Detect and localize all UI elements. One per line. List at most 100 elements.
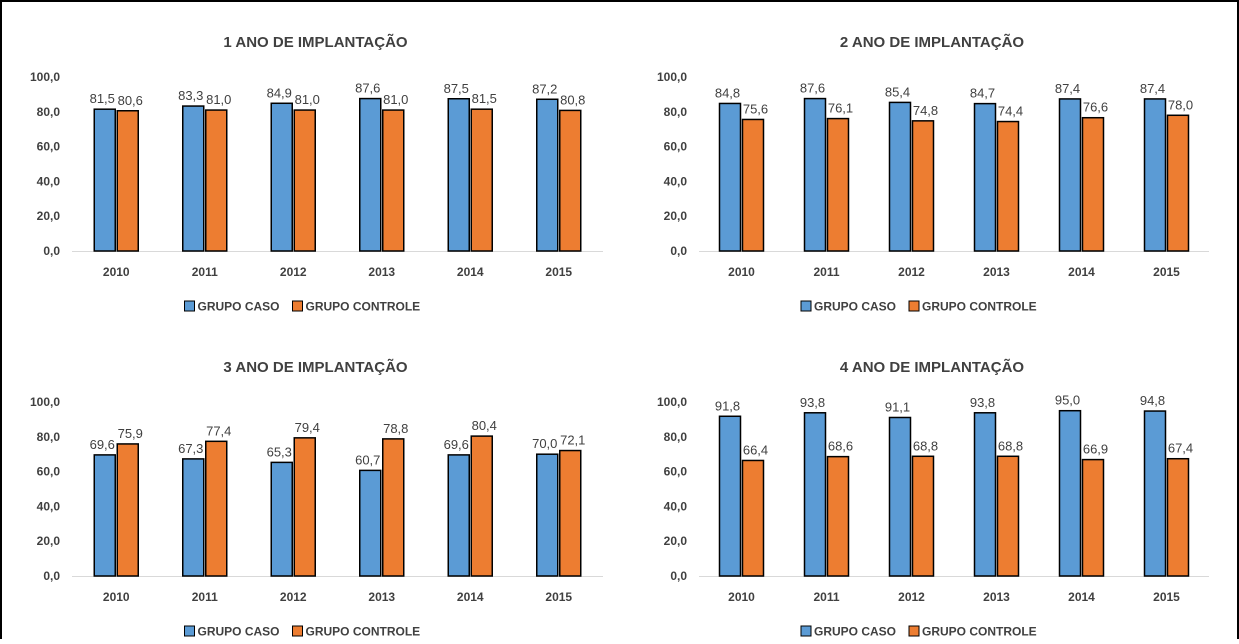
chart-3-data-label: 78,8 bbox=[383, 421, 408, 436]
chart-3-bar-controle bbox=[382, 438, 405, 577]
chart-4-ytick: 20,0 bbox=[664, 534, 688, 548]
chart-2-data-label: 87,6 bbox=[800, 81, 825, 96]
chart-1-xtick: 2014 bbox=[457, 265, 484, 279]
chart-3-data-label: 77,4 bbox=[206, 423, 231, 438]
chart-3-bar-controle bbox=[293, 437, 316, 577]
chart-4-legend-swatch bbox=[800, 625, 812, 637]
chart-3-ytick: 0,0 bbox=[43, 569, 60, 583]
chart-2-data-label: 85,4 bbox=[885, 84, 910, 99]
chart-2-bar-controle bbox=[996, 120, 1020, 252]
chart-2-xtick: 2014 bbox=[1068, 265, 1095, 279]
chart-4-bar-controle bbox=[911, 455, 935, 577]
chart-3-ytick: 20,0 bbox=[37, 534, 61, 548]
chart-3-data-label: 69,6 bbox=[444, 437, 469, 452]
chart-3-bar-controle bbox=[205, 440, 228, 577]
chart-4-xtick: 2014 bbox=[1068, 590, 1095, 604]
chart-3-bar-controle bbox=[116, 443, 139, 577]
chart-3-xtick: 2014 bbox=[457, 590, 484, 604]
chart-2-bar-controle bbox=[1081, 116, 1105, 252]
chart-3-xtick: 2013 bbox=[368, 590, 395, 604]
chart-2-bar-caso bbox=[973, 102, 997, 252]
chart-4-bar-caso bbox=[1143, 410, 1167, 577]
chart-4-xtick: 2011 bbox=[813, 590, 839, 604]
chart-3-ytick: 60,0 bbox=[37, 465, 61, 479]
chart-1-data-label: 87,6 bbox=[355, 81, 380, 96]
chart-2-xtick: 2013 bbox=[983, 265, 1010, 279]
chart-4-xtick: 2015 bbox=[1153, 590, 1180, 604]
chart-4-data-label: 68,8 bbox=[998, 438, 1023, 453]
chart-1-bar-caso bbox=[182, 105, 205, 252]
chart-3-xtick: 2012 bbox=[280, 590, 307, 604]
chart-1-ytick: 20,0 bbox=[37, 209, 61, 223]
chart-2-data-label: 75,6 bbox=[743, 101, 768, 116]
chart-3-legend-swatch bbox=[184, 625, 195, 637]
chart-3-data-label: 65,3 bbox=[267, 444, 292, 459]
chart-2-ytick: 20,0 bbox=[664, 209, 688, 223]
chart-1-bar-controle bbox=[116, 110, 139, 252]
chart-3-bar-controle bbox=[470, 435, 493, 577]
chart-1: 1 ANO DE IMPLANTAÇÃO 0,0 20,0 40,0 60,0 80,0 1… bbox=[30, 33, 603, 314]
chart-4-data-label: 66,4 bbox=[743, 442, 768, 457]
chart-2: 2 ANO DE IMPLANTAÇÃO 0,0 20,0 40,0 60,0 80,0 1… bbox=[657, 33, 1209, 314]
chart-2-bar-caso bbox=[803, 97, 827, 252]
chart-1-data-label: 81,5 bbox=[90, 91, 115, 106]
chart-4-ytick: 80,0 bbox=[664, 430, 688, 444]
chart-3-xtick: 2011 bbox=[192, 590, 218, 604]
chart-4-bar-caso bbox=[1058, 409, 1082, 577]
chart-2-xtick: 2015 bbox=[1153, 265, 1180, 279]
chart-1-data-label: 81,5 bbox=[472, 91, 497, 106]
chart-1-title: 1 ANO DE IMPLANTAÇÃO bbox=[223, 33, 408, 51]
chart-4-xtick: 2012 bbox=[898, 590, 925, 604]
chart-4-bar-caso bbox=[888, 416, 912, 577]
chart-4-bar-caso bbox=[718, 415, 742, 577]
chart-2-ytick: 60,0 bbox=[664, 140, 688, 154]
chart-4-legend-label: GRUPO CASO bbox=[814, 625, 896, 639]
chart-1-bar-caso bbox=[359, 97, 382, 252]
chart-1-xtick: 2010 bbox=[103, 265, 130, 279]
chart-3-ytick: 40,0 bbox=[37, 499, 61, 513]
chart-3-title: 3 ANO DE IMPLANTAÇÃO bbox=[223, 358, 408, 376]
chart-1-legend-swatch bbox=[184, 300, 195, 312]
chart-3-legend-label: GRUPO CASO bbox=[198, 625, 280, 639]
chart-4-data-label: 66,9 bbox=[1083, 442, 1108, 457]
chart-4-bar-controle bbox=[741, 459, 765, 577]
chart-1-xtick: 2013 bbox=[368, 265, 395, 279]
chart-1-data-label: 83,3 bbox=[178, 88, 203, 103]
chart-3-bar-caso bbox=[536, 453, 559, 577]
chart-3-data-label: 67,3 bbox=[178, 441, 203, 456]
chart-2-bar-controle bbox=[826, 117, 850, 252]
chart-1-xtick: 2015 bbox=[545, 265, 572, 279]
chart-3-ytick: 80,0 bbox=[37, 430, 61, 444]
chart-1-ytick: 0,0 bbox=[43, 244, 60, 258]
chart-1-data-label: 81,0 bbox=[295, 92, 320, 107]
chart-1-data-label: 81,0 bbox=[206, 92, 231, 107]
chart-4-title: 4 ANO DE IMPLANTAÇÃO bbox=[840, 358, 1025, 376]
chart-1-ytick: 80,0 bbox=[37, 105, 61, 119]
chart-3-data-label: 72,1 bbox=[560, 433, 585, 448]
chart-1-xtick: 2012 bbox=[280, 265, 307, 279]
chart-4-ytick: 40,0 bbox=[664, 499, 688, 513]
chart-2-ytick: 40,0 bbox=[664, 174, 688, 188]
chart-4-data-label: 91,8 bbox=[715, 398, 740, 413]
chart-3-data-label: 80,4 bbox=[472, 418, 497, 433]
chart-2-data-label: 84,7 bbox=[970, 86, 995, 101]
chart-3-bar-caso bbox=[182, 458, 205, 577]
chart-3-bar-caso bbox=[359, 469, 382, 577]
chart-2-title: 2 ANO DE IMPLANTAÇÃO bbox=[840, 33, 1025, 51]
chart-4-bar-controle bbox=[1166, 457, 1190, 577]
chart-2-legend-label: GRUPO CASO bbox=[814, 300, 896, 314]
chart-1-ytick: 40,0 bbox=[37, 174, 61, 188]
chart-1-bar-controle bbox=[293, 109, 316, 252]
chart-2-data-label: 74,8 bbox=[913, 103, 938, 118]
chart-1-bar-controle bbox=[559, 109, 582, 252]
chart-3-data-label: 70,0 bbox=[532, 436, 557, 451]
chart-1-ytick: 60,0 bbox=[37, 140, 61, 154]
chart-4-ytick: 0,0 bbox=[670, 569, 687, 583]
chart-1-data-label: 87,2 bbox=[532, 81, 557, 96]
chart-3-bar-controle bbox=[559, 449, 582, 577]
chart-2-bar-controle bbox=[911, 120, 935, 252]
chart-2-bar-caso bbox=[718, 102, 742, 252]
chart-3-data-label: 69,6 bbox=[90, 437, 115, 452]
chart-4-data-label: 94,8 bbox=[1140, 393, 1165, 408]
chart-2-bar-caso bbox=[888, 101, 912, 252]
